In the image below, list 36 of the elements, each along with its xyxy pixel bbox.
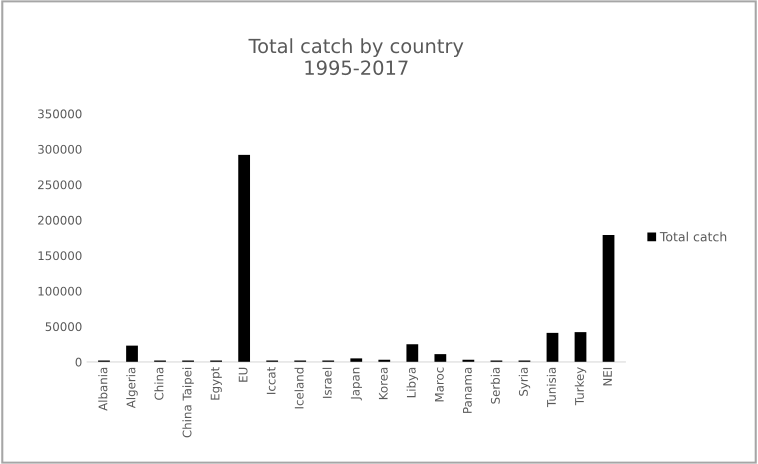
y-tick-label: 50000 (46, 322, 82, 332)
legend-label: Total catch (660, 232, 726, 242)
x-tick-label: Turkey (574, 367, 586, 406)
bar (406, 344, 418, 362)
x-tick-label: Korea (378, 368, 388, 400)
bar (574, 332, 586, 362)
x-tick-label: Egypt (210, 367, 222, 400)
y-tick-label: 250000 (38, 180, 82, 190)
bar (602, 234, 614, 362)
bar (434, 354, 446, 362)
chart-title: Total catch by country 1995-2017 (248, 38, 464, 76)
x-tick-label: Iceland (294, 368, 304, 408)
x-tick-label: Tunisia (546, 368, 556, 408)
bar (126, 346, 138, 362)
x-tick-label: Panama (463, 368, 472, 413)
y-tick-label: 200000 (38, 216, 82, 225)
y-tick-label: 0 (76, 358, 82, 367)
x-tick-label: Iccat (266, 367, 276, 394)
x-tick-label: Serbia (490, 368, 500, 404)
y-tick-label: 300000 (38, 144, 82, 154)
y-tick-label: 100000 (38, 286, 82, 296)
x-tick-label: Syria (518, 368, 530, 396)
x-tick-label: Israel (322, 368, 332, 398)
x-tick-label: NEI (603, 368, 612, 386)
x-tick-label: Japan (350, 368, 362, 400)
x-tick-label: Algeria (126, 368, 138, 408)
bar (546, 332, 558, 362)
x-tick-label: EU (238, 368, 248, 382)
x-tick-label: Libya (406, 368, 418, 398)
y-tick-label: 150000 (38, 251, 82, 260)
y-tick-label: 350000 (38, 109, 82, 118)
x-tick-label: Albania (98, 368, 108, 411)
bar (238, 154, 250, 362)
x-tick-label: China Taipei (182, 368, 194, 438)
x-tick-label: Maroc (435, 368, 444, 402)
x-tick-label: China (154, 368, 164, 400)
